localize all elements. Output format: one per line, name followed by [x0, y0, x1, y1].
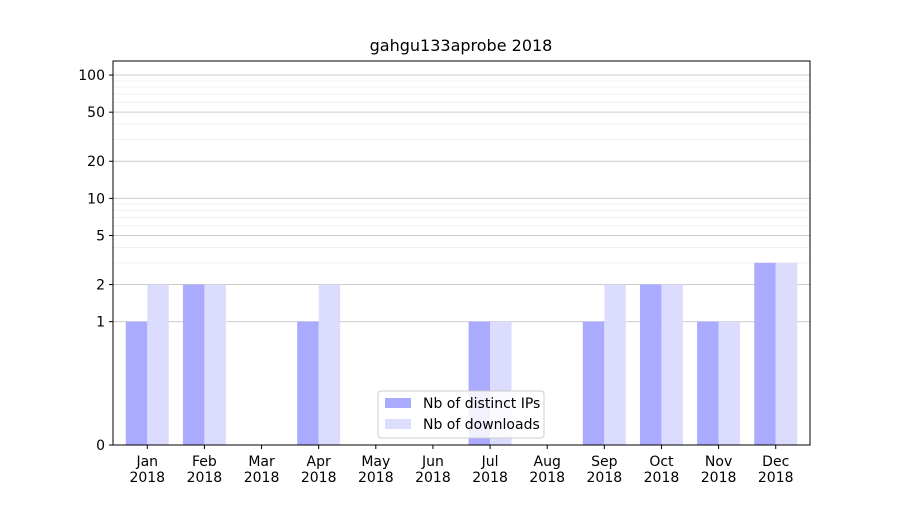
x-tick-label-month: May — [361, 454, 390, 470]
bar-distinct-ips — [182, 284, 205, 445]
bar-downloads — [604, 284, 626, 445]
x-tick-label-year: 2018 — [644, 470, 680, 486]
x-tick-label-month: Mar — [248, 454, 275, 470]
bar-distinct-ips — [297, 321, 319, 445]
bar-downloads — [775, 262, 798, 445]
bar-downloads — [718, 321, 741, 445]
legend-label: Nb of distinct IPs — [423, 396, 540, 412]
x-tick-label-year: 2018 — [187, 470, 223, 486]
x-tick-label-year: 2018 — [415, 470, 451, 486]
y-tick-label: 10 — [87, 191, 105, 207]
y-tick-label: 5 — [96, 228, 105, 244]
y-tick-label: 50 — [87, 105, 105, 121]
y-tick-label: 2 — [96, 278, 105, 294]
y-axis: 0 1 2 5 10 20 50 100 — [78, 68, 113, 454]
bar-distinct-ips — [125, 321, 148, 445]
bar-distinct-ips — [582, 321, 605, 445]
x-tick-label-year: 2018 — [701, 470, 737, 486]
y-tick-label: 1 — [96, 315, 105, 331]
x-tick-label-month: Feb — [192, 454, 217, 470]
bar-distinct-ips — [639, 284, 662, 445]
x-axis: Jan2018Feb2018Mar2018Apr2018May2018Jun20… — [129, 445, 794, 486]
legend-label: Nb of downloads — [423, 417, 540, 433]
x-tick-label-month: Jun — [421, 454, 444, 470]
bar-downloads — [147, 284, 169, 445]
bar-distinct-ips — [697, 321, 719, 445]
bar-downloads — [204, 284, 226, 445]
chart-title: gahgu133aprobe 2018 — [370, 36, 553, 55]
x-tick-label-month: Aug — [534, 454, 561, 470]
x-tick-label-month: Nov — [705, 454, 732, 470]
grid-lines — [113, 74, 810, 323]
bar-downloads — [661, 284, 683, 445]
x-tick-label-month: Jan — [135, 454, 158, 470]
bar-distinct-ips — [754, 262, 776, 445]
x-tick-label-year: 2018 — [529, 470, 565, 486]
legend-swatch — [385, 398, 411, 408]
legend-swatch — [385, 419, 411, 429]
x-tick-label-year: 2018 — [472, 470, 508, 486]
y-tick-label: 20 — [87, 154, 105, 170]
x-tick-label-year: 2018 — [587, 470, 623, 486]
legend: Nb of distinct IPs Nb of downloads — [377, 390, 545, 439]
x-tick-label-year: 2018 — [244, 470, 280, 486]
legend-box — [377, 390, 545, 439]
x-tick-label-year: 2018 — [358, 470, 394, 486]
x-tick-label-month: Oct — [649, 454, 674, 470]
x-tick-label-month: Jul — [481, 454, 499, 470]
x-tick-label-year: 2018 — [758, 470, 794, 486]
y-tick-label: 0 — [96, 438, 105, 454]
x-tick-label-month: Apr — [307, 454, 331, 470]
x-tick-label-year: 2018 — [129, 470, 165, 486]
y-tick-label: 100 — [78, 68, 105, 84]
x-tick-label-year: 2018 — [301, 470, 337, 486]
x-tick-label-month: Sep — [591, 454, 618, 470]
plot-frame — [112, 60, 811, 446]
x-tick-label-month: Dec — [762, 454, 789, 470]
bar-downloads — [318, 284, 341, 445]
